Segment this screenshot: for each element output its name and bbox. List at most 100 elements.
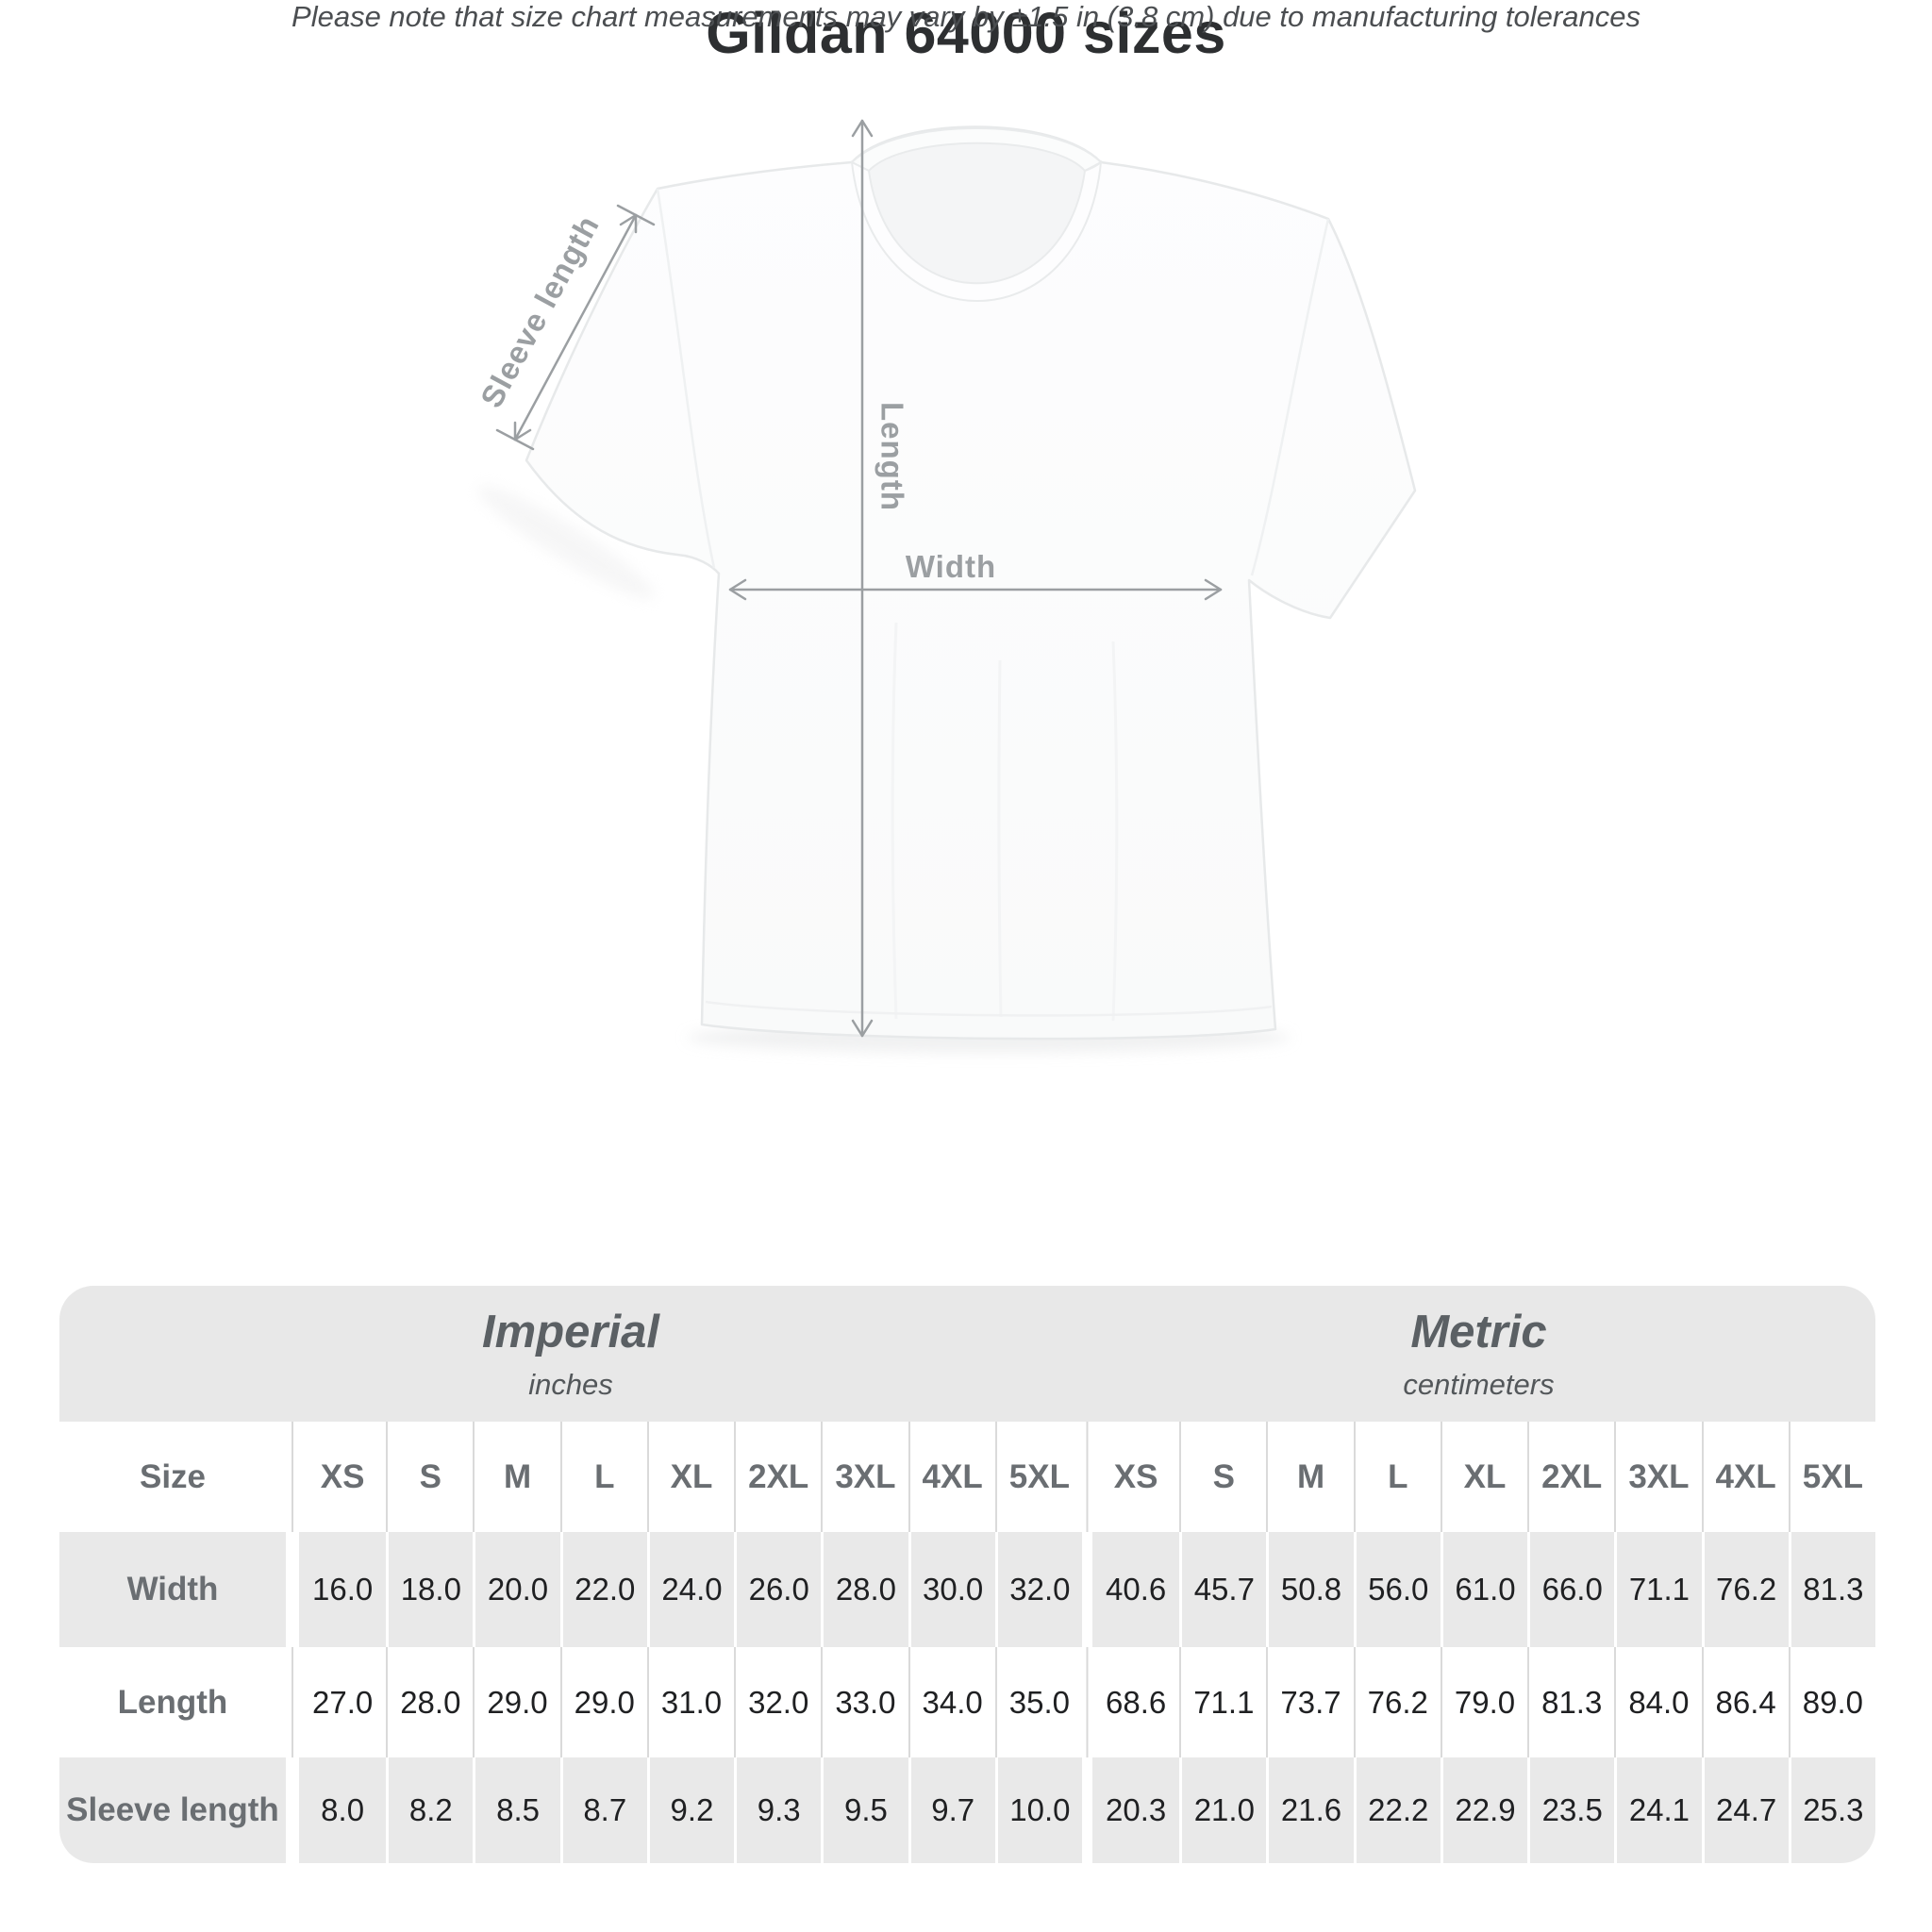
value-cell: 8.5 — [473, 1757, 560, 1863]
tshirt-body — [525, 125, 1417, 1041]
value-cell: 34.0 — [908, 1647, 995, 1757]
value-cell: 84.0 — [1614, 1647, 1702, 1757]
value-cell: 32.0 — [994, 1532, 1082, 1647]
row-label: Length — [59, 1647, 286, 1757]
sleeve-length-arrow — [495, 204, 656, 451]
size-column-header: Size — [59, 1422, 286, 1532]
value-cell: 9.5 — [821, 1757, 908, 1863]
value-cell: 73.7 — [1266, 1647, 1354, 1757]
size-header-cell: M — [1266, 1422, 1354, 1532]
value-cell: 20.3 — [1091, 1757, 1180, 1863]
value-cell: 86.4 — [1701, 1647, 1789, 1757]
page-subtitle: Please note that size chart measurements… — [291, 0, 1641, 33]
value-cell: 26.0 — [734, 1532, 822, 1647]
value-cell: 27.0 — [299, 1647, 387, 1757]
value-cell: 30.0 — [908, 1532, 995, 1647]
value-cell: 24.7 — [1701, 1757, 1789, 1863]
imperial-title: Imperial — [482, 1307, 659, 1357]
size-header-cell: 4XL — [908, 1422, 995, 1532]
width-arrow — [728, 578, 1223, 601]
metric-section-header: Metric centimeters — [1081, 1286, 1875, 1422]
value-cell: 9.2 — [646, 1757, 735, 1863]
value-cell: 81.3 — [1527, 1647, 1615, 1757]
value-cell: 50.8 — [1266, 1532, 1354, 1647]
value-cell: 29.0 — [559, 1647, 647, 1757]
dimension-annotations — [495, 119, 1223, 1038]
value-cell: 35.0 — [994, 1647, 1082, 1757]
value-cell: 71.1 — [1614, 1532, 1702, 1647]
value-cell: 24.0 — [646, 1532, 735, 1647]
value-cell: 21.0 — [1179, 1757, 1267, 1863]
section-gap — [1081, 1757, 1092, 1863]
size-header-cell: 4XL — [1701, 1422, 1789, 1532]
value-cell: 29.0 — [473, 1647, 560, 1757]
value-cell: 8.2 — [386, 1757, 474, 1863]
value-cell: 20.0 — [473, 1532, 560, 1647]
section-gap — [286, 1757, 299, 1863]
collar-front — [850, 159, 1103, 302]
section-gap — [1081, 1422, 1092, 1532]
value-cell: 8.7 — [559, 1757, 647, 1863]
value-cell: 16.0 — [299, 1532, 387, 1647]
value-cell: 10.0 — [994, 1757, 1082, 1863]
value-cell: 18.0 — [386, 1532, 474, 1647]
value-cell: 32.0 — [734, 1647, 822, 1757]
size-header-cell: L — [559, 1422, 647, 1532]
tshirt-diagram: Width Length Sleeve length — [474, 119, 1417, 1053]
value-cell: 40.6 — [1091, 1532, 1180, 1647]
sleeve-shadow — [477, 485, 655, 600]
value-cell: 79.0 — [1440, 1647, 1528, 1757]
value-cell: 71.1 — [1179, 1647, 1267, 1757]
size-header-cell: 3XL — [1614, 1422, 1702, 1532]
imperial-unit: inches — [528, 1368, 613, 1401]
metric-unit: centimeters — [1403, 1368, 1555, 1401]
size-header-cell: S — [1179, 1422, 1267, 1532]
size-header-cell: S — [386, 1422, 474, 1532]
size-header-cell: 5XL — [1788, 1422, 1875, 1532]
size-header-cell: XL — [1440, 1422, 1528, 1532]
value-cell: 23.5 — [1527, 1757, 1615, 1863]
section-gap — [286, 1422, 299, 1532]
size-header-cell: 5XL — [994, 1422, 1082, 1532]
length-label: Length — [874, 402, 909, 511]
value-cell: 22.0 — [559, 1532, 647, 1647]
section-gap — [286, 1532, 299, 1647]
value-cell: 56.0 — [1353, 1532, 1441, 1647]
value-cell: 9.7 — [908, 1757, 995, 1863]
size-header-cell: XS — [299, 1422, 387, 1532]
size-header-cell: M — [473, 1422, 560, 1532]
value-cell: 31.0 — [646, 1647, 735, 1757]
size-header-cell: XS — [1091, 1422, 1180, 1532]
value-cell: 45.7 — [1179, 1532, 1267, 1647]
value-cell: 66.0 — [1527, 1532, 1615, 1647]
size-chart-table: Imperial inches Metric centimeters Size X… — [59, 1286, 1875, 1863]
value-cell: 61.0 — [1440, 1532, 1528, 1647]
size-header-cell: 2XL — [1527, 1422, 1615, 1532]
value-cell: 8.0 — [299, 1757, 387, 1863]
neck-opening — [852, 128, 1101, 298]
value-cell: 25.3 — [1788, 1757, 1875, 1863]
value-cell: 33.0 — [821, 1647, 908, 1757]
value-cell: 21.6 — [1266, 1757, 1354, 1863]
size-header-cell: XL — [646, 1422, 735, 1532]
armhole-seam-left — [656, 188, 716, 569]
page-title: Gildan 64000 sizes — [706, 1, 1226, 65]
value-cell: 28.0 — [821, 1532, 908, 1647]
armhole-seam-right — [1250, 218, 1330, 576]
row-label: Sleeve length — [59, 1757, 286, 1863]
value-cell: 28.0 — [386, 1647, 474, 1757]
hem-stitch — [705, 1000, 1273, 1017]
width-label: Width — [906, 549, 996, 584]
value-cell: 76.2 — [1701, 1532, 1789, 1647]
value-cell: 68.6 — [1091, 1647, 1180, 1757]
value-cell: 24.1 — [1614, 1757, 1702, 1863]
value-cell: 76.2 — [1353, 1647, 1441, 1757]
row-label: Width — [59, 1532, 286, 1647]
value-cell: 81.3 — [1788, 1532, 1875, 1647]
size-header-cell: L — [1353, 1422, 1441, 1532]
value-cell: 22.2 — [1353, 1757, 1441, 1863]
value-cell: 22.9 — [1440, 1757, 1528, 1863]
imperial-section-header: Imperial inches — [59, 1286, 1082, 1422]
value-cell: 89.0 — [1788, 1647, 1875, 1757]
section-gap — [286, 1647, 299, 1757]
